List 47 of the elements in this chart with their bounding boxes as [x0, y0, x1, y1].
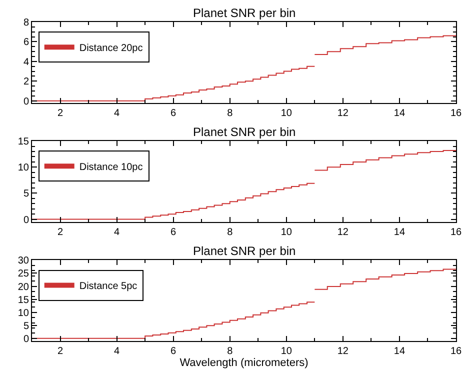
x-tick-label: 6 — [170, 346, 177, 357]
x-tick-label: 10 — [280, 226, 292, 238]
legend-label: Distance 10pc — [79, 162, 143, 174]
y-tick-label: 25 — [18, 268, 30, 280]
x-tick-label: 16 — [450, 226, 462, 238]
legend-label: Distance 20pc — [79, 42, 143, 54]
x-tick-label: 16 — [450, 346, 462, 357]
x-tick-label: 12 — [337, 108, 349, 119]
x-tick-label: 14 — [394, 226, 406, 238]
y-tick-label: 5 — [23, 320, 30, 332]
y-tick-label: 0 — [23, 334, 30, 345]
x-tick-label: 12 — [337, 226, 349, 238]
x-tick-label: 6 — [170, 108, 177, 119]
chart-title: Planet SNR per bin — [193, 244, 296, 258]
x-tick-label: 10 — [280, 108, 292, 119]
x-tick-label: 4 — [114, 108, 120, 119]
y-tick-label: 0 — [23, 214, 30, 226]
x-tick-label: 14 — [394, 108, 406, 119]
y-tick-label: 2 — [23, 76, 30, 88]
y-tick-label: 6 — [23, 37, 30, 48]
x-tick-label: 2 — [57, 226, 64, 238]
x-tick-label: 4 — [114, 226, 120, 238]
x-tick-label: 4 — [114, 346, 120, 357]
x-axis-title: Wavelength (micrometers) — [180, 357, 308, 370]
x-tick-label: 10 — [280, 346, 292, 357]
x-tick-label: 8 — [227, 226, 234, 238]
x-tick-label: 6 — [170, 226, 177, 238]
x-tick-label: 14 — [394, 346, 406, 357]
x-tick-label: 12 — [337, 346, 349, 357]
legend-label: Distance 5pc — [79, 281, 138, 292]
y-tick-label: 15 — [18, 136, 30, 148]
x-tick-label: 16 — [450, 108, 462, 119]
chart-title: Planet SNR per bin — [193, 6, 296, 20]
y-tick-label: 15 — [18, 294, 30, 306]
x-tick-label: 2 — [57, 346, 64, 357]
y-tick-label: 0 — [23, 96, 30, 108]
y-tick-label: 5 — [23, 188, 30, 200]
x-tick-label: 8 — [227, 108, 234, 119]
y-tick-label: 10 — [18, 308, 30, 319]
y-tick-label: 20 — [18, 282, 30, 293]
y-tick-label: 30 — [18, 256, 30, 267]
chart-title: Planet SNR per bin — [193, 125, 296, 139]
y-tick-label: 10 — [18, 162, 30, 174]
y-tick-label: 4 — [23, 56, 30, 68]
x-tick-label: 8 — [227, 346, 234, 357]
x-tick-label: 2 — [57, 108, 64, 119]
y-tick-label: 8 — [23, 18, 30, 28]
